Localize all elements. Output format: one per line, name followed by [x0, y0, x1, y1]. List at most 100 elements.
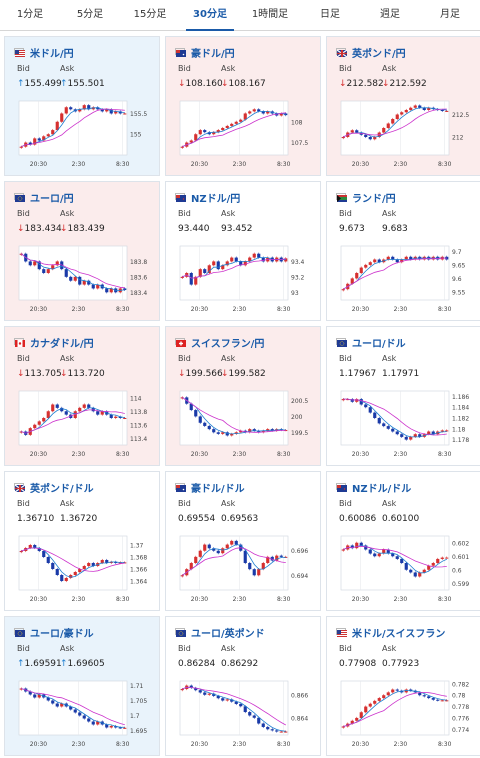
- rate-card[interactable]: 豪ドル/ドル Bid Ask 0.69554 0.69563 0.696 0.694 20:3…: [165, 471, 321, 611]
- pair-title[interactable]: ユーロ/英ポンド: [175, 625, 265, 640]
- tab-6[interactable]: 日足: [320, 9, 340, 20]
- y-tick-label: 1.184: [452, 405, 469, 412]
- pair-title[interactable]: カナダドル/円: [14, 335, 94, 350]
- price-chart[interactable]: 0.696 0.694 20:30 2:30 8:30: [176, 530, 312, 604]
- candle-body: [69, 706, 73, 710]
- x-tick-label: 2:30: [394, 741, 408, 748]
- price-chart[interactable]: 93.4 93.2 93 20:30 2:30 8:30: [176, 240, 312, 314]
- bid-label: Bid: [17, 499, 30, 508]
- pair-title[interactable]: ユーロ/円: [14, 190, 74, 205]
- tab-5[interactable]: 1時間足: [251, 9, 289, 20]
- candle-body: [109, 726, 113, 728]
- candle-body: [243, 550, 247, 563]
- pair-title[interactable]: スイスフラン/円: [175, 335, 264, 350]
- y-tick-label: 183.8: [130, 259, 147, 266]
- pair-title[interactable]: 米ドル/円: [14, 45, 74, 60]
- candle-body: [216, 261, 220, 270]
- au-flag-icon: [175, 48, 186, 57]
- tab-4[interactable]: 30分足: [180, 0, 240, 31]
- y-tick-label: 1.366: [130, 567, 147, 574]
- rate-card[interactable]: 英ポンド/円 Bid Ask ↓212.582 ↓212.592 212.5 212 20:3…: [326, 36, 480, 176]
- pair-title[interactable]: 豪ドル/ドル: [175, 480, 245, 495]
- rate-card[interactable]: ユーロ/円 Bid Ask ↓183.434 ↓183.439 183.8 183.6 183…: [4, 181, 160, 321]
- x-tick-label: 2:30: [72, 306, 86, 313]
- rate-card[interactable]: カナダドル/円 Bid Ask ↓113.705 ↓113.720 114 113.8 113…: [4, 326, 160, 466]
- candle-body: [368, 549, 372, 554]
- candle-body: [266, 429, 270, 431]
- candle-body: [350, 399, 354, 402]
- candle-body: [189, 273, 193, 285]
- candle-body: [422, 107, 426, 110]
- pair-title[interactable]: ランド/円: [336, 190, 396, 205]
- pair-title[interactable]: ユーロ/豪ドル: [14, 625, 94, 640]
- tab-8[interactable]: 月足: [440, 9, 460, 20]
- rate-card[interactable]: スイスフラン/円 Bid Ask ↓199.566 ↓199.582 200.5 200 19…: [165, 326, 321, 466]
- rate-card[interactable]: ユーロ/豪ドル Bid Ask ↑1.69591 ↑1.69605 1.71 1.705 1.…: [4, 616, 160, 756]
- candle-body: [275, 730, 279, 732]
- price-chart[interactable]: 183.8 183.6 183.4 20:30 2:30 8:30: [15, 240, 151, 314]
- pair-title[interactable]: 英ポンド/ドル: [14, 480, 94, 495]
- price-chart[interactable]: 1.186 1.184 1.182 1.18 1.178 20:30 2:30 8:30: [337, 385, 473, 459]
- candle-body: [395, 689, 399, 691]
- y-tick-label: 212.5: [452, 112, 469, 119]
- candle-body: [239, 430, 243, 433]
- pair-title[interactable]: 米ドル/スイスフラン: [336, 625, 445, 640]
- pair-title[interactable]: NZドル/円: [175, 190, 240, 205]
- ma-short-line: [343, 107, 447, 138]
- rate-card[interactable]: ランド/円 Bid Ask 9.673 9.683 9.7 9.65 9.6 9.55 20:30…: [326, 181, 480, 321]
- pair-name: 豪ドル/ドル: [191, 484, 245, 495]
- candle-body: [180, 276, 184, 278]
- candle-body: [82, 105, 86, 110]
- price-chart[interactable]: 114 113.8 113.6 113.4 20:30 2:30 8:30: [15, 385, 151, 459]
- rate-card[interactable]: 英ポンド/ドル Bid Ask 1.36710 1.36720 1.37 1.368 1.36…: [4, 471, 160, 611]
- price-chart[interactable]: 0.782 0.78 0.778 0.776 0.774 20:30 2:30 8:30: [337, 675, 473, 749]
- candle-body: [51, 700, 55, 704]
- candle-body: [404, 256, 408, 260]
- bid-value: 9.673: [339, 224, 365, 234]
- rate-card[interactable]: NZドル/ドル Bid Ask 0.60086 0.60100 0.602 0.601 0.6…: [326, 471, 480, 611]
- bid-value: 93.440: [178, 224, 210, 234]
- price-chart[interactable]: 212.5 212 20:30 2:30 8:30: [337, 95, 473, 169]
- candle-body: [243, 113, 247, 120]
- price-chart[interactable]: 0.866 0.864 20:30 2:30 8:30: [176, 675, 312, 749]
- price-chart[interactable]: 1.37 1.368 1.366 1.364 20:30 2:30 8:30: [15, 530, 151, 604]
- rate-card[interactable]: 米ドル/スイスフラン Bid Ask 0.77908 0.77923 0.782 0.78 0…: [326, 616, 480, 756]
- x-tick-label: 8:30: [438, 451, 452, 458]
- pair-title[interactable]: 豪ドル/円: [175, 45, 235, 60]
- y-tick-label: 113.4: [130, 436, 147, 443]
- price-chart[interactable]: 1.71 1.705 1.7 1.695 20:30 2:30 8:30: [15, 675, 151, 749]
- rate-card[interactable]: NZドル/円 Bid Ask 93.440 93.452 93.4 93.2 93 20:30 2…: [165, 181, 321, 321]
- tab-2[interactable]: 5分足: [76, 9, 104, 20]
- candle-body: [422, 695, 426, 697]
- pair-title[interactable]: 英ポンド/円: [336, 45, 406, 60]
- candle-body: [64, 411, 68, 415]
- price-chart[interactable]: 0.602 0.601 0.6 0.599 20:30 2:30 8:30: [337, 530, 473, 604]
- rate-card[interactable]: 米ドル/円 Bid Ask ↑155.499 ↑155.501 155.5 155 20:30…: [4, 36, 160, 176]
- candle-body: [46, 134, 50, 137]
- candle-body: [427, 431, 431, 435]
- ask-value: 0.86292: [221, 659, 259, 669]
- candle-body: [42, 269, 46, 273]
- candle-body: [123, 418, 127, 419]
- x-tick-label: 8:30: [438, 596, 452, 603]
- pair-title[interactable]: NZドル/ドル: [336, 480, 411, 495]
- rate-card[interactable]: ユーロ/ドル Bid Ask 1.17967 1.17971 1.186 1.184 1.18…: [326, 326, 480, 466]
- bid-label: Bid: [339, 499, 352, 508]
- candle-body: [198, 269, 202, 277]
- arrow-down-icon: ↓: [178, 369, 186, 379]
- bid-label: Bid: [178, 499, 191, 508]
- candle-body: [386, 256, 390, 260]
- y-tick-label: 0.696: [291, 548, 308, 555]
- pair-title[interactable]: ユーロ/ドル: [336, 335, 406, 350]
- tab-1[interactable]: 1分足: [16, 9, 44, 20]
- rate-card[interactable]: ユーロ/英ポンド Bid Ask 0.86284 0.86292 0.866 0.864 20…: [165, 616, 321, 756]
- price-chart[interactable]: 9.7 9.65 9.6 9.55 20:30 2:30 8:30: [337, 240, 473, 314]
- tab-7[interactable]: 週足: [380, 9, 400, 20]
- price-chart[interactable]: 155.5 155 20:30 2:30 8:30: [15, 95, 151, 169]
- rate-card[interactable]: 豪ドル/円 Bid Ask ↓108.160 ↓108.167 108 107.5 20:30…: [165, 36, 321, 176]
- tab-3[interactable]: 15分足: [133, 9, 167, 20]
- price-chart[interactable]: 108 107.5 20:30 2:30 8:30: [176, 95, 312, 169]
- price-chart[interactable]: 200.5 200 199.5 20:30 2:30 8:30: [176, 385, 312, 459]
- pair-name: ユーロ/豪ドル: [30, 629, 94, 640]
- x-tick-label: 20:30: [30, 161, 47, 168]
